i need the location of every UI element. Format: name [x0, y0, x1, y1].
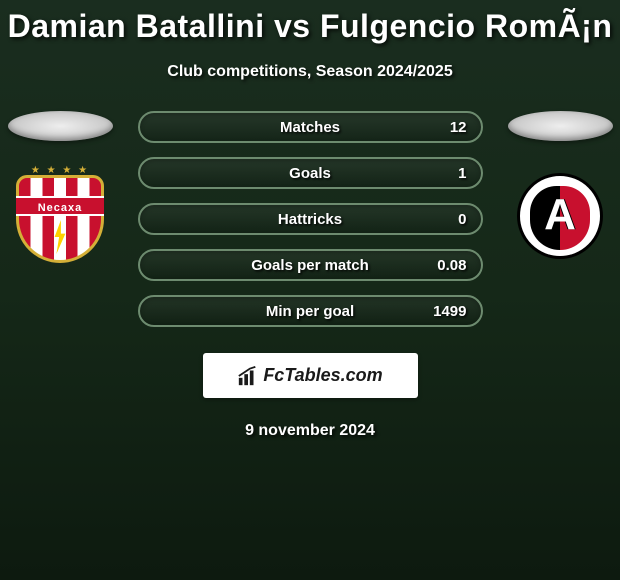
- brand-box[interactable]: FcTables.com: [203, 353, 418, 398]
- brand-text: FcTables.com: [263, 365, 382, 386]
- stat-value-right: 0: [458, 211, 466, 228]
- stat-value-right: 1499: [433, 303, 466, 320]
- necaxa-band-label: Necaxa: [16, 196, 104, 216]
- page-subtitle: Club competitions, Season 2024/2025: [0, 63, 620, 81]
- player-left-column: ★ ★ ★ ★ Necaxa: [0, 111, 120, 264]
- content-area: ★ ★ ★ ★ Necaxa A Matches 12 Goals 1: [0, 111, 620, 440]
- stat-label: Goals per match: [251, 257, 369, 274]
- atlas-letter-icon: A: [544, 190, 576, 240]
- stat-label: Matches: [280, 119, 340, 136]
- stat-value-right: 12: [450, 119, 467, 136]
- stat-row-min-per-goal: Min per goal 1499: [138, 295, 483, 327]
- stat-value-right: 1: [458, 165, 466, 182]
- player-left-platform: [8, 111, 113, 141]
- player-right-platform: [508, 111, 613, 141]
- bar-chart-icon: [237, 365, 259, 387]
- stat-row-hattricks: Hattricks 0: [138, 203, 483, 235]
- stat-row-matches: Matches 12: [138, 111, 483, 143]
- stat-row-goals-per-match: Goals per match 0.08: [138, 249, 483, 281]
- stat-rows: Matches 12 Goals 1 Hattricks 0 Goals per…: [138, 111, 483, 327]
- player-right-column: A: [500, 111, 620, 264]
- page-title: Damian Batallini vs Fulgencio RomÃ¡n: [0, 0, 620, 45]
- stat-label: Hattricks: [278, 211, 342, 228]
- club-crest-left: ★ ★ ★ ★ Necaxa: [13, 169, 108, 264]
- necaxa-shield-icon: Necaxa: [16, 175, 104, 263]
- necaxa-bolt-icon: [51, 220, 69, 254]
- stat-label: Goals: [289, 165, 331, 182]
- club-crest-right: A: [513, 169, 608, 264]
- stat-value-right: 0.08: [437, 257, 466, 274]
- stat-row-goals: Goals 1: [138, 157, 483, 189]
- stat-label: Min per goal: [266, 303, 354, 320]
- date-label: 9 november 2024: [0, 422, 620, 440]
